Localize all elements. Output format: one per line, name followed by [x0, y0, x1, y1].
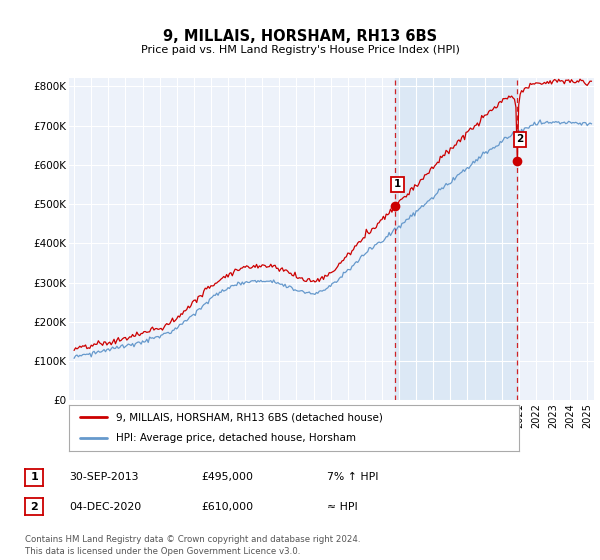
Text: 2: 2	[517, 134, 524, 144]
Text: 9, MILLAIS, HORSHAM, RH13 6BS (detached house): 9, MILLAIS, HORSHAM, RH13 6BS (detached …	[116, 412, 383, 422]
Text: 1: 1	[31, 472, 38, 482]
Text: 1: 1	[394, 179, 401, 189]
Text: 7% ↑ HPI: 7% ↑ HPI	[327, 472, 379, 482]
Text: Contains HM Land Registry data © Crown copyright and database right 2024.
This d: Contains HM Land Registry data © Crown c…	[25, 535, 361, 556]
Text: 2: 2	[31, 502, 38, 512]
Bar	[395, 78, 517, 400]
Text: Price paid vs. HM Land Registry's House Price Index (HPI): Price paid vs. HM Land Registry's House …	[140, 45, 460, 55]
Text: £495,000: £495,000	[201, 472, 253, 482]
Text: ≈ HPI: ≈ HPI	[327, 502, 358, 512]
Text: 9, MILLAIS, HORSHAM, RH13 6BS: 9, MILLAIS, HORSHAM, RH13 6BS	[163, 29, 437, 44]
Text: 04-DEC-2020: 04-DEC-2020	[69, 502, 141, 512]
Text: HPI: Average price, detached house, Horsham: HPI: Average price, detached house, Hors…	[116, 433, 356, 444]
Text: £610,000: £610,000	[201, 502, 253, 512]
Text: 30-SEP-2013: 30-SEP-2013	[69, 472, 139, 482]
